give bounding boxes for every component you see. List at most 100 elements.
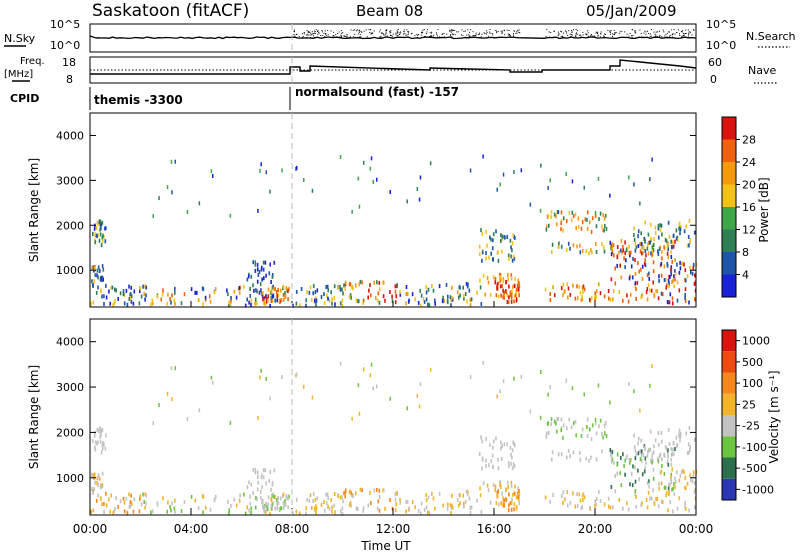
- search-noise-point: [632, 35, 634, 36]
- power-cell: [508, 256, 510, 261]
- search-noise-point: [558, 33, 560, 35]
- colorbar-tick-label: 20: [742, 179, 756, 192]
- power-cell: [567, 286, 570, 291]
- power-cell: [539, 208, 542, 213]
- velocity-cell: [491, 453, 494, 458]
- power-cell: [358, 282, 360, 287]
- velocity-cell: [271, 493, 273, 498]
- power-cell: [259, 282, 262, 287]
- power-cell: [653, 294, 656, 299]
- power-cell: [657, 249, 659, 254]
- velocity-cell: [488, 463, 490, 468]
- search-noise-point: [429, 32, 431, 34]
- search-noise-point: [451, 36, 453, 38]
- velocity-cell: [130, 493, 132, 498]
- power-cell: [261, 294, 264, 299]
- power-cell: [562, 293, 564, 297]
- velocity-cell: [693, 437, 696, 442]
- power-cell: [572, 283, 574, 288]
- power-cell: [194, 290, 196, 295]
- velocity-cell: [649, 496, 651, 501]
- colorbar-swatch: [722, 117, 736, 140]
- power-cell: [664, 278, 667, 282]
- power-cell: [491, 246, 494, 251]
- power-cell: [117, 297, 119, 301]
- velocity-cell: [378, 508, 381, 513]
- power-cell: [252, 260, 254, 265]
- power-cell: [166, 185, 169, 190]
- power-cell: [361, 280, 363, 285]
- power-cell: [99, 232, 102, 237]
- cpid-row: CPID themis -3300 normalsound (fast) -15…: [10, 85, 459, 110]
- power-cell: [632, 256, 634, 261]
- power-cell: [330, 290, 332, 295]
- search-noise-point: [385, 32, 387, 34]
- velocity-cell: [169, 505, 171, 509]
- search-noise-point: [435, 32, 437, 34]
- x-tick-label: 00:00: [679, 522, 714, 536]
- freq-left-tick-top: 18: [62, 56, 76, 69]
- power-cell: [658, 274, 660, 279]
- velocity-cell: [142, 492, 144, 497]
- search-noise-point: [642, 36, 644, 38]
- velocity-cell: [399, 500, 402, 505]
- power-cell: [494, 277, 497, 281]
- velocity-cell: [256, 470, 259, 475]
- search-noise-point: [418, 33, 420, 35]
- search-noise-point: [406, 29, 408, 31]
- station-title: Saskatoon (fitACF): [92, 1, 249, 21]
- velocity-cell: [376, 487, 378, 492]
- velocity-cell: [287, 505, 289, 510]
- velocity-cell: [653, 444, 655, 449]
- power-cell: [637, 244, 640, 248]
- search-noise-point: [318, 31, 319, 33]
- velocity-cell: [508, 503, 510, 508]
- power-cell: [501, 284, 503, 288]
- power-cell: [649, 240, 651, 245]
- search-noise-point: [403, 33, 404, 35]
- search-noise-point: [411, 32, 413, 34]
- velocity-cell: [456, 498, 459, 503]
- search-noise-point: [571, 30, 573, 31]
- power-cell: [482, 154, 484, 159]
- search-noise-point: [645, 33, 647, 35]
- search-noise-point: [610, 33, 612, 35]
- velocity-cell: [630, 457, 632, 462]
- search-noise-point: [357, 33, 359, 35]
- velocity-cell: [550, 422, 552, 426]
- power-cell: [254, 262, 257, 267]
- velocity-cell: [678, 428, 681, 433]
- power-cell: [667, 278, 670, 283]
- power-cell: [512, 254, 515, 259]
- velocity-cell: [678, 496, 681, 501]
- search-noise-point: [688, 32, 690, 34]
- velocity-cell: [288, 494, 290, 499]
- power-cell: [670, 239, 672, 244]
- velocity-cell: [273, 494, 275, 499]
- velocity-cell: [463, 501, 465, 506]
- power-cell: [128, 284, 130, 289]
- velocity-cell: [339, 509, 342, 514]
- power-cell: [497, 258, 500, 263]
- velocity-cell: [276, 502, 278, 506]
- velocity-cell: [661, 439, 663, 444]
- search-noise-point: [456, 31, 458, 33]
- power-cell: [303, 178, 305, 182]
- power-cell: [130, 294, 133, 299]
- search-noise-point: [473, 35, 475, 37]
- search-noise-point: [301, 33, 303, 35]
- velocity-cell: [648, 484, 650, 489]
- power-cell: [171, 293, 173, 298]
- power-cell: [688, 218, 691, 223]
- velocity-cell: [641, 458, 643, 463]
- power-cell: [183, 292, 186, 297]
- velocity-cell: [679, 438, 681, 443]
- velocity-cell: [104, 446, 107, 451]
- search-noise-point: [354, 29, 356, 31]
- velocity-cell: [648, 479, 650, 484]
- power-cell: [425, 297, 428, 302]
- power-cell: [129, 296, 132, 301]
- velocity-cell: [363, 367, 365, 372]
- velocity-cell: [663, 485, 666, 490]
- power-cell: [93, 226, 96, 231]
